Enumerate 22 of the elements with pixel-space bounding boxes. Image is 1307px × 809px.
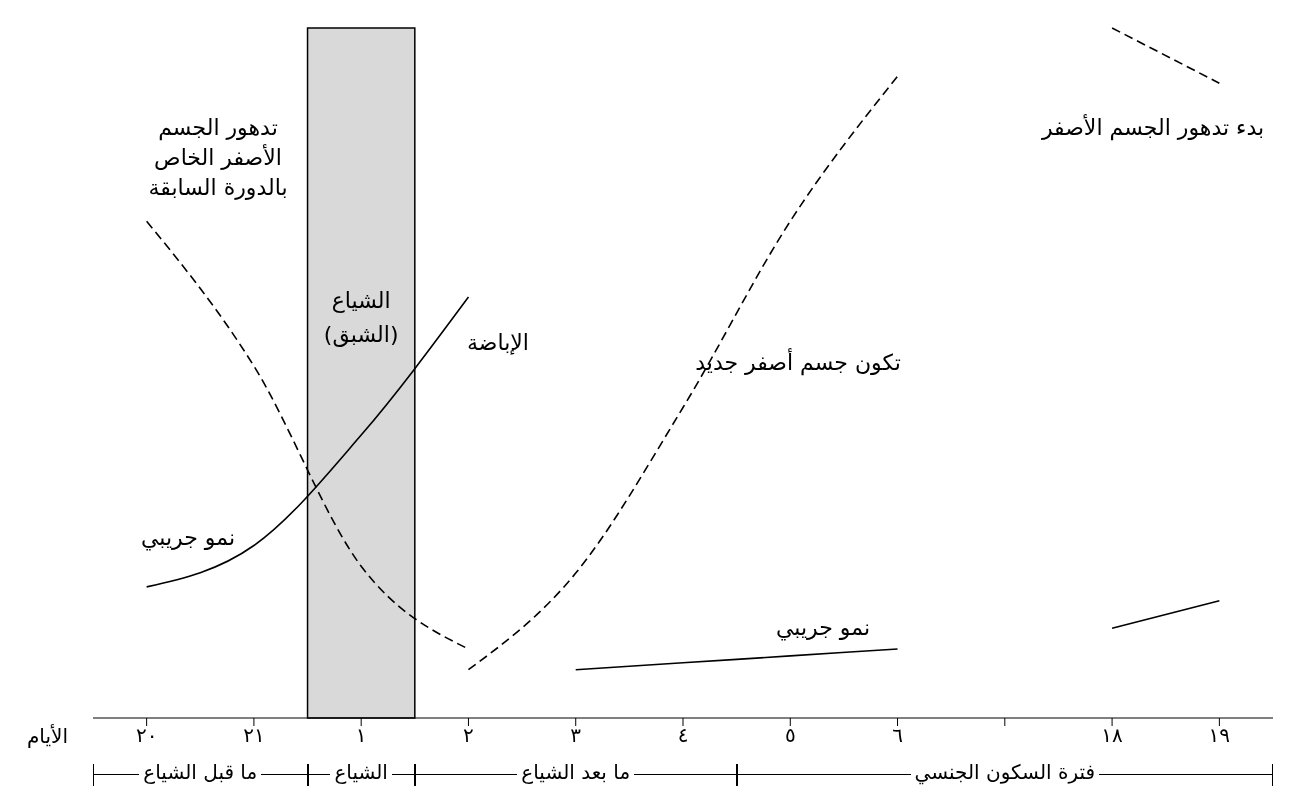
annotation: بدء تدهور الجسم الأصفر bbox=[1040, 113, 1266, 143]
annotation: تكون جسم أصفر جديد bbox=[694, 348, 902, 378]
x-tick-label: ١٩ bbox=[1208, 723, 1231, 748]
text: ما قبل الشياع bbox=[139, 760, 262, 784]
x-tick-label: ٢١ bbox=[243, 723, 265, 748]
text: الشياع bbox=[330, 760, 392, 784]
annotation: نمو جريبي bbox=[774, 614, 871, 643]
x-tick-label: ٢٠ bbox=[135, 723, 158, 748]
x-tick-label: ٥ bbox=[784, 723, 796, 748]
annotation: الإباضة bbox=[466, 329, 530, 357]
x-tick-label: ٢ bbox=[463, 723, 474, 748]
annotation: نمو جريبي bbox=[139, 524, 236, 553]
band-label: الشياع (الشبق) bbox=[323, 288, 399, 348]
text: ما بعد الشياع bbox=[517, 760, 635, 784]
x-tick-label: ٤ bbox=[677, 723, 689, 748]
x-tick-label: ٦ bbox=[892, 723, 903, 748]
annotation: تدهور الجسم الأصفر الخاص بالدورة السابقة bbox=[147, 114, 289, 202]
x-axis-title: الأيام bbox=[26, 724, 68, 748]
x-tick-label: ٣ bbox=[570, 723, 582, 748]
x-tick-label: ١ bbox=[355, 723, 367, 748]
x-tick-label: ١٨ bbox=[1101, 723, 1124, 748]
text: فترة السكون الجنسي bbox=[910, 760, 1100, 784]
